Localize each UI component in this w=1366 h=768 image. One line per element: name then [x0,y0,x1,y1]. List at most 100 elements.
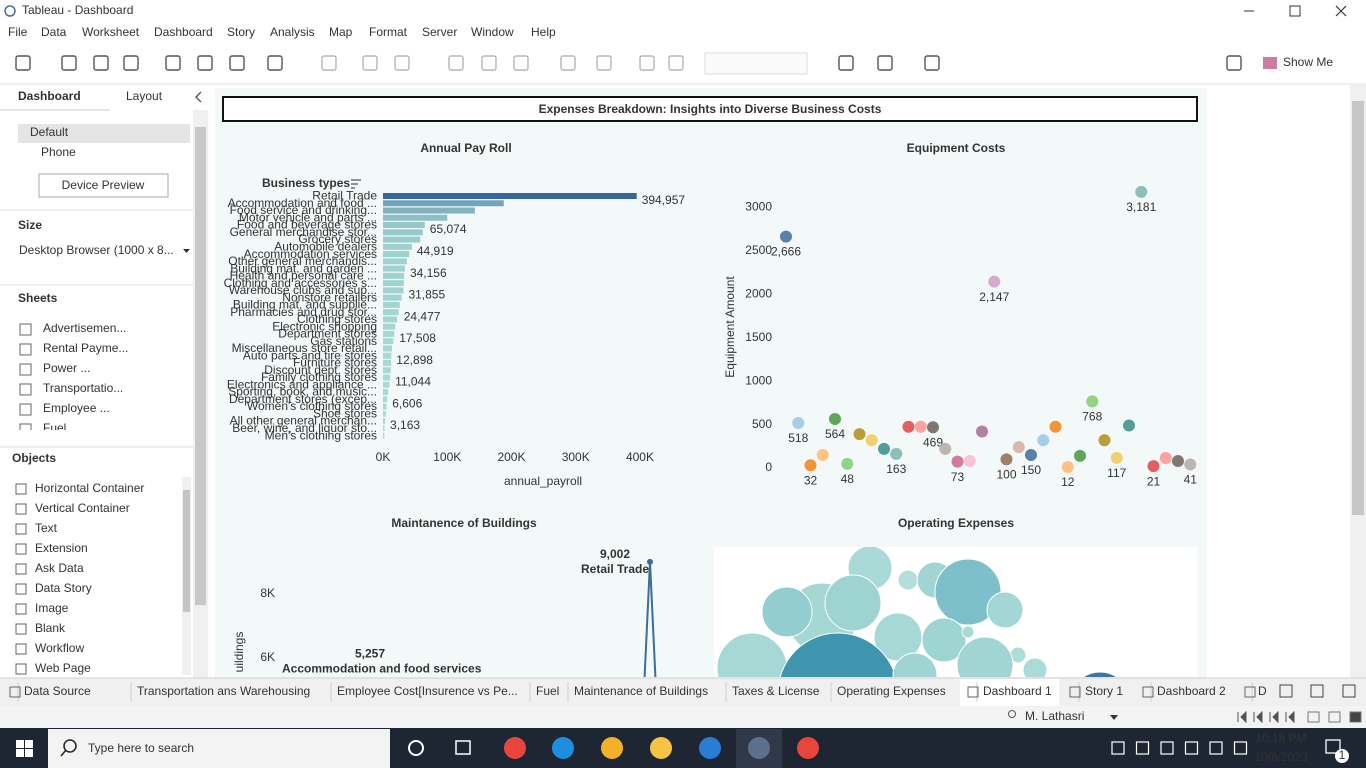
menu-item[interactable]: Window [471,25,514,39]
taskbar-app[interactable] [552,737,574,759]
toolbar-button[interactable] [321,55,337,71]
toolbar-button[interactable] [123,55,139,71]
sheet-item[interactable]: Rental Payme... [43,341,128,355]
object-item[interactable]: Extension [35,541,88,555]
sheet-tab[interactable]: Operating Expenses [837,684,946,698]
bubble [897,569,919,591]
menu-item[interactable]: Analysis [270,25,315,39]
device-option[interactable]: Default [30,125,69,139]
category-label: Pharmacies and drug stor... [230,305,377,319]
chart: Operating Expenses [714,516,1197,677]
object-icon [15,523,27,535]
sheet-tab[interactable]: Employee Cost[Insurence vs Pe... [337,684,518,698]
taskbar-app[interactable] [504,737,526,759]
toolbar-button[interactable] [61,55,77,71]
sheet-tab[interactable]: Dashboard 1 [983,684,1052,698]
menu-item[interactable]: Worksheet [82,25,140,39]
toolbar-button[interactable] [596,55,612,71]
toolbar-button[interactable] [1226,55,1242,71]
toolbar-button[interactable] [197,55,213,71]
toolbar-button[interactable] [481,55,497,71]
toolbar-button[interactable] [877,55,893,71]
sheet-item[interactable]: Fuel [43,421,66,435]
menu-item[interactable]: Format [369,25,408,39]
nav-button[interactable] [1237,710,1247,724]
toolbar-button[interactable] [15,55,31,71]
device-option[interactable]: Phone [41,145,76,159]
user-name[interactable]: M. Lathasri [1025,709,1084,723]
object-item[interactable]: Horizontal Container [35,481,144,495]
sheet-item[interactable]: Employee ... [43,401,110,415]
toolbar-button[interactable] [513,55,529,71]
sheet-tab[interactable]: Fuel [536,684,559,698]
toolbar-button[interactable] [838,55,854,71]
toolbar-button[interactable] [229,55,245,71]
menu-item[interactable]: File [8,25,28,39]
search-box [48,729,390,768]
sheet-tab[interactable]: D [1258,684,1267,698]
toolbar-icon [596,55,612,71]
toolbar-button[interactable] [165,55,181,71]
taskbar-app[interactable] [601,737,623,759]
scatter-point [1110,451,1123,464]
toolbar-button[interactable] [93,55,109,71]
taskbar: Type here to search 10:18 PM 10/8/2023 1 [0,728,1366,768]
point-label: Retail Trade [581,562,649,576]
menu-item[interactable]: Dashboard [154,25,213,39]
cortana-button[interactable] [408,740,424,756]
size-dropdown[interactable]: Desktop Browser (1000 x 8... [19,243,174,257]
data-label: 32 [804,473,818,487]
toolbar-button[interactable] [560,55,576,71]
sheet-item[interactable]: Power ... [43,361,90,375]
object-item[interactable]: Web Page [35,661,91,675]
object-item[interactable]: Image [35,601,69,615]
toolbar-icon [267,55,283,71]
data-label: 2,147 [979,290,1009,304]
sheet-tab[interactable]: Maintenance of Buildings [574,684,708,698]
taskbar-app[interactable] [699,737,721,759]
toolbar-button[interactable] [668,55,684,71]
object-item[interactable]: Data Story [35,581,92,595]
menu-item[interactable]: Server [422,25,457,39]
taskbar-app[interactable] [650,737,672,759]
nav-button[interactable] [1269,710,1279,724]
section-heading: Size [18,218,42,232]
scatter-point [804,459,817,472]
object-item[interactable]: Ask Data [35,561,84,575]
side-tab[interactable]: Dashboard [18,89,81,103]
menu-item[interactable]: Story [227,25,255,39]
taskbar-app[interactable] [797,737,819,759]
toolbar-button[interactable] [362,55,378,71]
sheet-item[interactable]: Advertisemen... [43,321,126,335]
sheet-item[interactable]: Transportatio... [43,381,123,395]
menu-item[interactable]: Map [329,25,353,39]
sheet-tab[interactable]: Story 1 [1085,684,1123,698]
side-tab[interactable]: Layout [126,89,163,103]
nav-button[interactable] [1253,710,1263,724]
toolbar-button[interactable] [639,55,655,71]
plot-area [643,558,657,677]
toolbar-button[interactable] [394,55,410,71]
show-me-button[interactable]: Show Me [1283,55,1333,69]
toolbar-button[interactable] [448,55,464,71]
menu-item[interactable]: Help [531,25,556,39]
nav-button[interactable] [1285,710,1295,724]
sheet-tab[interactable]: Data Source [24,684,91,698]
data-label: 3,163 [390,418,420,432]
scatter-point [1098,434,1111,447]
object-item[interactable]: Vertical Container [35,501,130,515]
sheet-tab[interactable]: Transportation ans Warehousing [137,684,310,698]
objects-scroll-thumb [183,490,190,612]
object-item[interactable]: Workflow [35,641,84,655]
device-preview-label[interactable]: Device Preview [62,178,145,192]
bar [383,222,425,229]
search-placeholder[interactable]: Type here to search [88,741,194,755]
toolbar-button[interactable] [267,55,283,71]
object-item[interactable]: Text [35,521,58,535]
object-item[interactable]: Blank [35,621,66,635]
sheet-tab[interactable]: Taxes & License [732,684,820,698]
sheet-tab[interactable]: Dashboard 2 [1157,684,1226,698]
notification-count[interactable]: 1 [1339,748,1346,762]
toolbar-button[interactable] [924,55,940,71]
menu-item[interactable]: Data [41,25,67,39]
